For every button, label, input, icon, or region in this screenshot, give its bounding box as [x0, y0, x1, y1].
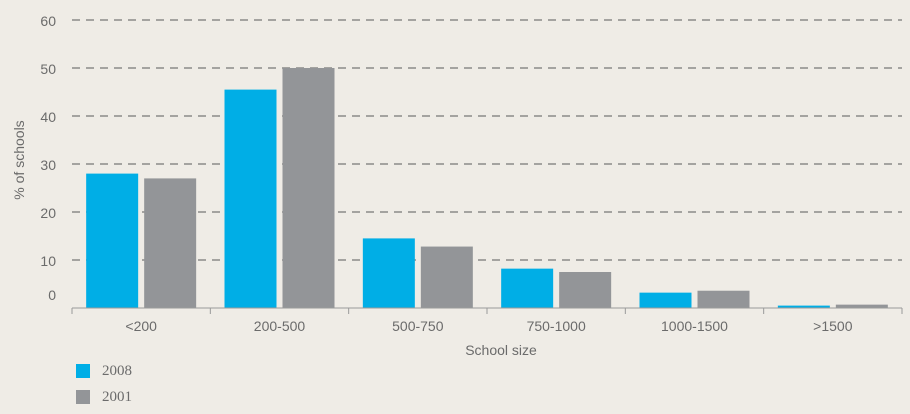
bar-2001-4: [697, 290, 750, 308]
bar-2008-4: [639, 292, 692, 308]
y-axis-title: % of schools: [11, 120, 27, 199]
bar-2001-3: [559, 272, 612, 308]
y-tick-label: 40: [40, 109, 56, 125]
legend: 2008 2001: [76, 362, 132, 414]
bar-2001-0: [144, 178, 197, 308]
bar-2008-3: [501, 268, 554, 308]
grid-lines: [72, 19, 902, 261]
y-tick-label: 20: [40, 205, 56, 221]
x-tick-label: 500-750: [392, 318, 444, 334]
bar-2001-5: [835, 304, 888, 308]
x-tick-label: 1000-1500: [661, 318, 728, 334]
legend-swatch-2001: [76, 390, 90, 404]
y-tick-label: 50: [40, 61, 56, 77]
legend-label-2008: 2008: [102, 362, 132, 379]
bar-2008-5: [777, 305, 830, 308]
axes: 0 10 20 30 40 50 60 <200 200-500 500-750 750-1000 1…: [40, 13, 903, 334]
y-tick-label: 30: [40, 157, 56, 173]
bars: [86, 68, 888, 308]
x-tick-label: 200-500: [254, 318, 306, 334]
x-tick-label: >1500: [813, 318, 853, 334]
bar-2008-0: [86, 173, 139, 308]
y-tick-label: 10: [40, 253, 56, 269]
bar-2008-2: [362, 238, 415, 308]
bar-2008-1: [224, 89, 277, 308]
legend-item-2008: 2008: [76, 362, 132, 380]
y-tick-label: 0: [48, 287, 56, 303]
bar-2001-1: [282, 68, 335, 308]
x-tick-label: 750-1000: [527, 318, 586, 334]
bar-2001-2: [420, 246, 473, 308]
legend-label-2001: 2001: [102, 388, 132, 405]
x-axis-title: School size: [465, 342, 537, 358]
y-tick-label: 60: [40, 13, 56, 29]
x-tick-label: <200: [125, 318, 157, 334]
legend-swatch-2008: [76, 364, 90, 378]
legend-item-2001: 2001: [76, 388, 132, 406]
